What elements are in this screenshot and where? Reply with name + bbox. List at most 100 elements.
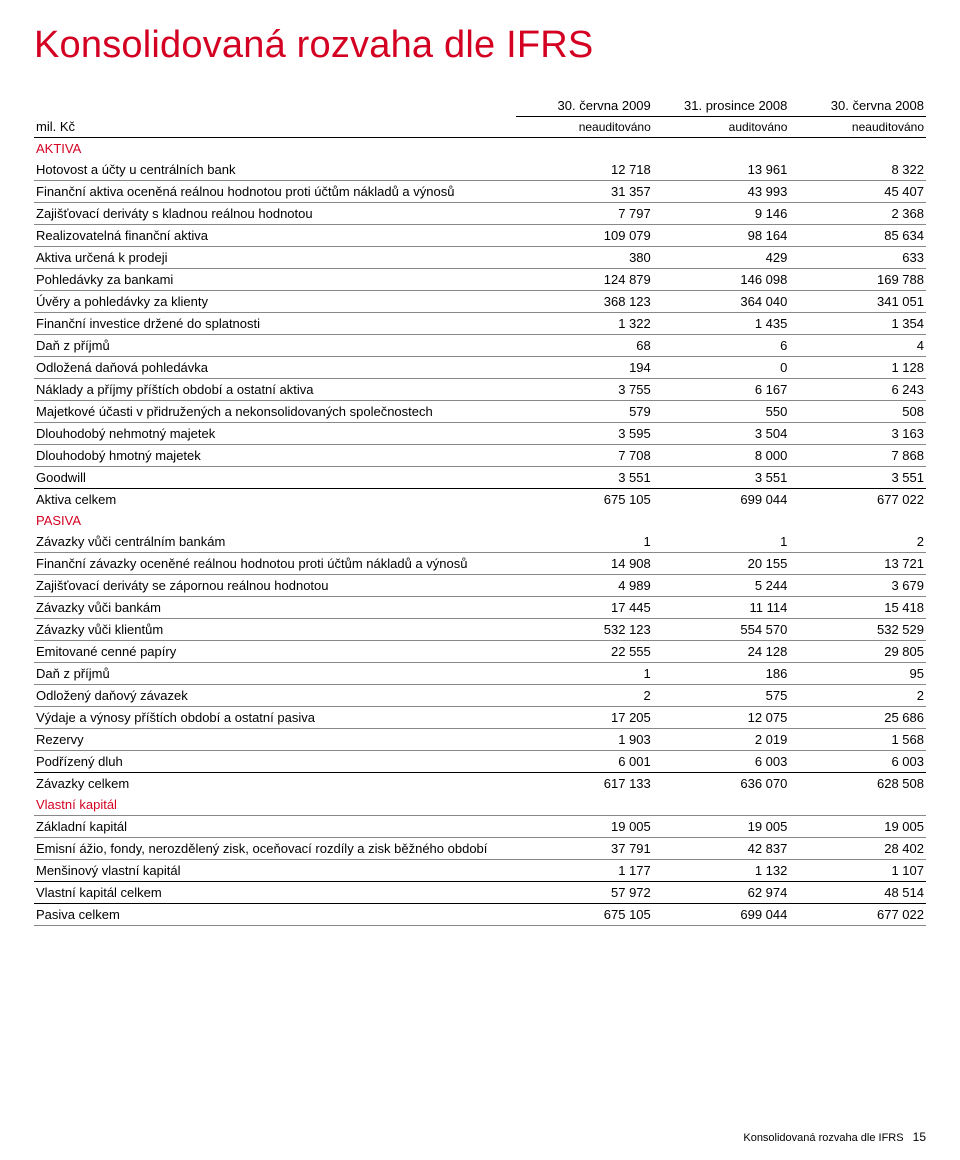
cell-value: 17 445 [516,597,653,619]
row-label: Rezervy [34,729,516,751]
cell-value: 5 244 [653,575,790,597]
cell-value: 19 005 [653,816,790,838]
row-label: Závazky vůči klientům [34,619,516,641]
col1-line2: auditováno [729,120,788,134]
row-label: Dlouhodobý hmotný majetek [34,445,516,467]
table-row: Majetkové účasti v přidružených a nekons… [34,401,926,423]
table-row: Základní kapitál19 00519 00519 005 [34,816,926,838]
cell-value: 341 051 [789,291,926,313]
section-heading: AKTIVA [34,138,926,160]
table-row: Hotovost a účty u centrálních bank12 718… [34,159,926,181]
cell-value: 7 797 [516,203,653,225]
cell-value: 57 972 [516,882,653,904]
cell-value: 6 [653,335,790,357]
cell-value: 508 [789,401,926,423]
table-row: Finanční investice držené do splatnosti1… [34,313,926,335]
cell-value: 1 [516,531,653,553]
page-title: Konsolidovaná rozvaha dle IFRS [34,24,926,67]
cell-value: 3 755 [516,379,653,401]
col1-line1: 31. prosince 2008 [684,98,787,113]
row-label: Finanční aktiva oceněná reálnou hodnotou… [34,181,516,203]
row-label: Majetkové účasti v přidružených a nekons… [34,401,516,423]
col2-line2: neauditováno [852,120,924,134]
table-row: Závazky vůči bankám17 44511 11415 418 [34,597,926,619]
cell-value: 3 551 [516,467,653,489]
cell-value: 4 989 [516,575,653,597]
row-label: Odložený daňový závazek [34,685,516,707]
total-label: Vlastní kapitál celkem [34,882,516,904]
table-row: Emitované cenné papíry22 55524 12829 805 [34,641,926,663]
cell-value: 579 [516,401,653,423]
cell-value: 4 [789,335,926,357]
col2-line1: 30. června 2008 [831,98,924,113]
table-row: Závazky vůči klientům532 123554 570532 5… [34,619,926,641]
section-heading: Vlastní kapitál [34,794,926,816]
cell-value: 675 105 [516,904,653,926]
cell-value: 8 322 [789,159,926,181]
cell-value: 194 [516,357,653,379]
cell-value: 19 005 [516,816,653,838]
total-row: Pasiva celkem675 105699 044677 022 [34,904,926,926]
cell-value: 7 708 [516,445,653,467]
cell-value: 0 [653,357,790,379]
cell-value: 6 243 [789,379,926,401]
cell-value: 1 [653,531,790,553]
cell-value: 6 003 [653,751,790,773]
cell-value: 8 000 [653,445,790,467]
row-label: Finanční závazky oceněné reálnou hodnoto… [34,553,516,575]
table-row: Emisní ážio, fondy, nerozdělený zisk, oc… [34,838,926,860]
cell-value: 1 435 [653,313,790,335]
row-label: Daň z příjmů [34,335,516,357]
table-row: Výdaje a výnosy příštích období a ostatn… [34,707,926,729]
cell-value: 2 368 [789,203,926,225]
cell-value: 19 005 [789,816,926,838]
cell-value: 699 044 [653,904,790,926]
cell-value: 364 040 [653,291,790,313]
cell-value: 1 [516,663,653,685]
cell-value: 2 [789,531,926,553]
row-label: Výdaje a výnosy příštích období a ostatn… [34,707,516,729]
section-name: Vlastní kapitál [34,794,516,816]
total-row: Závazky celkem617 133636 070628 508 [34,773,926,795]
cell-value [653,510,790,531]
row-label: Odložená daňová pohledávka [34,357,516,379]
cell-value: 85 634 [789,225,926,247]
cell-value: 22 555 [516,641,653,663]
cell-value [516,794,653,816]
cell-value: 37 791 [516,838,653,860]
footer-text: Konsolidovaná rozvaha dle IFRS [743,1132,903,1144]
cell-value: 45 407 [789,181,926,203]
cell-value: 98 164 [653,225,790,247]
col0-line2: neauditováno [579,120,651,134]
total-label: Pasiva celkem [34,904,516,926]
cell-value [516,138,653,160]
row-label: Zajišťovací deriváty se zápornou reálnou… [34,575,516,597]
row-label: Realizovatelná finanční aktiva [34,225,516,247]
cell-value: 2 019 [653,729,790,751]
total-label: Aktiva celkem [34,489,516,511]
cell-value: 169 788 [789,269,926,291]
row-label: Úvěry a pohledávky za klienty [34,291,516,313]
row-label: Podřízený dluh [34,751,516,773]
total-row: Vlastní kapitál celkem57 97262 97448 514 [34,882,926,904]
table-row: Aktiva určená k prodeji380429633 [34,247,926,269]
total-row: Aktiva celkem675 105699 044677 022 [34,489,926,511]
cell-value: 550 [653,401,790,423]
cell-value: 109 079 [516,225,653,247]
cell-value: 6 001 [516,751,653,773]
cell-value: 14 908 [516,553,653,575]
cell-value: 1 132 [653,860,790,882]
table-row: Náklady a příjmy příštích období a ostat… [34,379,926,401]
cell-value [653,794,790,816]
cell-value: 575 [653,685,790,707]
cell-value: 675 105 [516,489,653,511]
cell-value [516,510,653,531]
cell-value: 3 551 [653,467,790,489]
unit-label: mil. Kč [36,119,75,134]
cell-value: 25 686 [789,707,926,729]
row-label: Závazky vůči bankám [34,597,516,619]
row-label: Menšinový vlastní kapitál [34,860,516,882]
table-row: Daň z příjmů118695 [34,663,926,685]
cell-value: 7 868 [789,445,926,467]
cell-value: 1 354 [789,313,926,335]
